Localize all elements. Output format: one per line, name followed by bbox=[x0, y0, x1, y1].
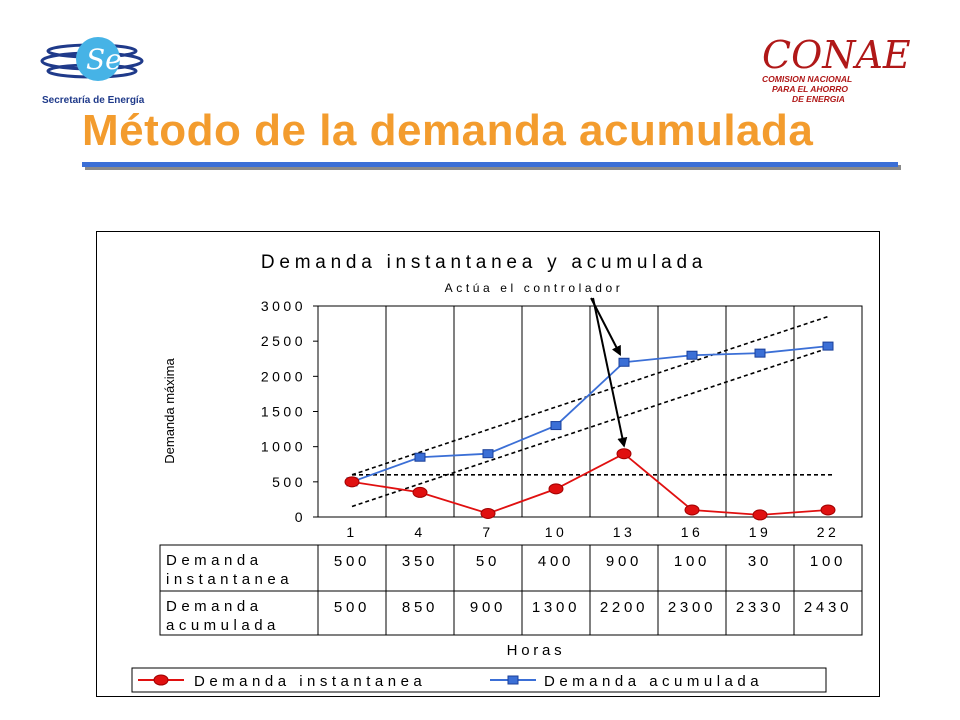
legend-marker-instantanea bbox=[153, 674, 169, 686]
logo-right-sub-3: DE ENERGIA bbox=[792, 94, 845, 104]
x-tick-label: 19 bbox=[749, 524, 772, 540]
table-cell: 850 bbox=[402, 599, 438, 616]
table-border bbox=[159, 544, 863, 636]
table-row-label: instantanea bbox=[166, 571, 293, 588]
legend: Demanda instantanea Demanda acumulada bbox=[131, 667, 827, 693]
table-cell: 400 bbox=[538, 553, 574, 570]
title-rule bbox=[82, 162, 898, 167]
legend-marker-acumulada bbox=[507, 675, 519, 685]
x-tick-label: 10 bbox=[545, 524, 568, 540]
table-cell: 500 bbox=[334, 553, 370, 570]
legend-box bbox=[131, 667, 827, 693]
acumulada-point bbox=[550, 421, 562, 431]
chart-border bbox=[96, 231, 880, 697]
table-row-label: Demanda bbox=[166, 552, 263, 569]
table-cell: 900 bbox=[470, 599, 506, 616]
instantanea-point bbox=[344, 476, 360, 488]
table-cell: 2430 bbox=[804, 599, 852, 616]
table-cell: 900 bbox=[606, 553, 642, 570]
table-cell: 100 bbox=[810, 553, 846, 570]
instantanea-point bbox=[616, 448, 632, 460]
instantanea-point bbox=[820, 504, 836, 516]
secretaria-energia-logo: Se Secretaría de Energía bbox=[40, 25, 150, 110]
table-cell: 2300 bbox=[668, 599, 716, 616]
x-tick-label: 13 bbox=[613, 524, 636, 540]
acumulada-point bbox=[686, 350, 698, 360]
table-row-label: acumulada bbox=[166, 617, 280, 634]
x-tick-label: 4 bbox=[414, 524, 425, 540]
conae-logo-icon: CONAE bbox=[762, 33, 911, 77]
y-tick-label: 500 bbox=[272, 474, 306, 490]
chart-title: Demanda instantanea y acumulada bbox=[261, 252, 707, 273]
y-tick-label: 2000 bbox=[261, 368, 306, 384]
instantanea-point bbox=[412, 486, 428, 498]
y-tick-label: 1000 bbox=[261, 439, 306, 455]
instantanea-point bbox=[480, 507, 496, 519]
plot-area: 3000 2500 2000 1500 1000 500 0 1 4 7 10 13 16 19 22 Act… bbox=[261, 281, 863, 540]
y-tick-label: 2500 bbox=[261, 333, 306, 349]
instantanea-point bbox=[752, 509, 768, 521]
x-tick-label: 22 bbox=[817, 524, 840, 540]
table-cell: 1300 bbox=[532, 599, 580, 616]
legend-label-acumulada: Demanda acumulada bbox=[544, 673, 763, 690]
table-cell: 2200 bbox=[600, 599, 648, 616]
annotation-label: Actúa el controlador bbox=[445, 281, 624, 295]
instantanea-point bbox=[548, 483, 564, 495]
legend-label-instantanea: Demanda instantanea bbox=[194, 673, 426, 690]
logo-right-sub-2: PARA EL AHORRO bbox=[772, 84, 849, 94]
acumulada-point bbox=[822, 341, 834, 351]
table-cell: 500 bbox=[334, 599, 370, 616]
instantanea-point bbox=[684, 504, 700, 516]
acumulada-point bbox=[414, 452, 426, 462]
logo-left-mark: Se bbox=[86, 43, 122, 76]
page-title: Método de la demanda acumulada bbox=[82, 106, 814, 155]
series-line-acumulada bbox=[351, 345, 829, 483]
conae-logo: CONAE COMISION NACIONAL PARA EL AHORRO D… bbox=[758, 30, 918, 110]
logo-right-mark: CONAE bbox=[762, 33, 911, 75]
y-tick-label: 0 bbox=[295, 509, 306, 525]
table-cell: 350 bbox=[402, 553, 438, 570]
acumulada-point bbox=[482, 449, 494, 459]
x-tick-label: 7 bbox=[482, 524, 493, 540]
x-tick-label: 16 bbox=[681, 524, 704, 540]
x-axis-label: Horas bbox=[507, 642, 566, 659]
logo-right-sub-1: COMISION NACIONAL bbox=[762, 74, 853, 84]
y-axis-label: Demanda máxima bbox=[162, 357, 177, 463]
secretaria-energia-logo-icon: Se bbox=[40, 37, 144, 81]
x-tick-label: 1 bbox=[346, 524, 357, 540]
logo-left-caption: Secretaría de Energía bbox=[42, 95, 145, 106]
table-row-label: Demanda bbox=[166, 598, 263, 615]
table-cell: 30 bbox=[748, 553, 772, 570]
acumulada-point bbox=[618, 357, 630, 367]
table-cell: 100 bbox=[674, 553, 710, 570]
chart-frame: Demanda instantanea y acumulada Demanda … bbox=[96, 231, 880, 697]
y-tick-label: 1500 bbox=[261, 404, 306, 420]
y-tick-label: 3000 bbox=[261, 298, 306, 314]
table-cell: 50 bbox=[476, 553, 500, 570]
data-table: Demanda instantanea 500 350 50 400 900 100 30 100… bbox=[159, 544, 863, 636]
arrow-to-instantanea bbox=[592, 297, 628, 448]
series-line-instantanea bbox=[351, 452, 829, 516]
acumulada-point bbox=[754, 348, 766, 358]
table-cell: 2330 bbox=[736, 599, 784, 616]
demand-chart: Demanda instantanea y acumulada Demanda … bbox=[96, 231, 880, 697]
